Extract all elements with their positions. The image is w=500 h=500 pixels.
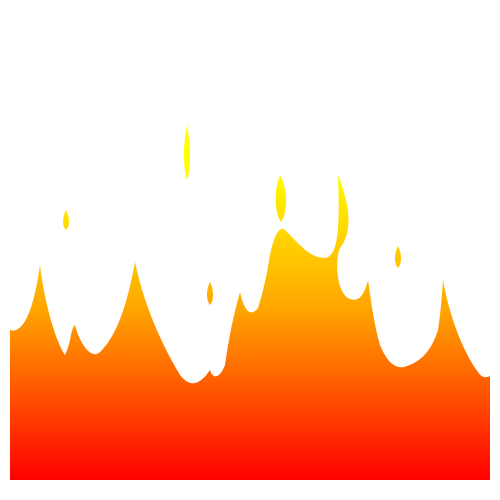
- flame-tongue: [395, 246, 401, 268]
- flame-tongue: [63, 210, 69, 230]
- flame-tongue: [275, 175, 287, 222]
- flame-body: [10, 175, 490, 480]
- flame-tongue: [207, 282, 213, 305]
- flame-tongue: [184, 125, 190, 180]
